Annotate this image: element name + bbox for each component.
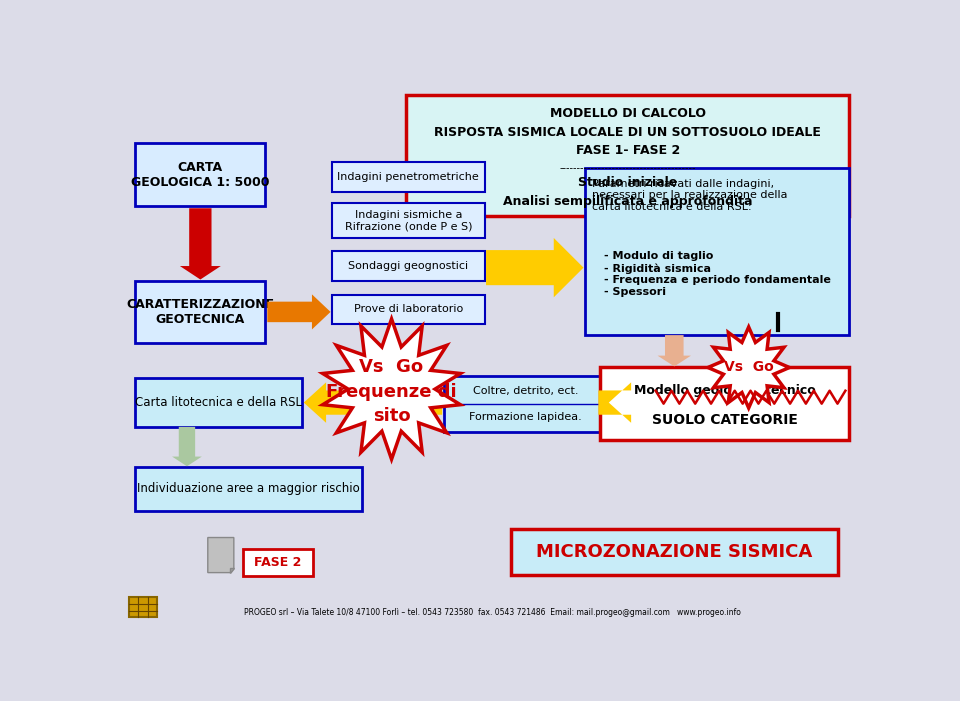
- FancyBboxPatch shape: [129, 597, 157, 618]
- Polygon shape: [323, 319, 461, 459]
- Text: Studio iniziale: Studio iniziale: [578, 177, 678, 189]
- Text: - Modulo di taglio
- Rigidità sismica
- Frequenza e periodo fondamentale
- Spess: - Modulo di taglio - Rigidità sismica - …: [604, 252, 830, 297]
- Text: Vs  Go: Vs Go: [359, 358, 423, 376]
- FancyBboxPatch shape: [332, 163, 485, 192]
- Polygon shape: [180, 208, 221, 280]
- Text: Frequenze di: Frequenze di: [326, 383, 457, 401]
- FancyBboxPatch shape: [332, 294, 485, 325]
- Text: Prove di laboratorio: Prove di laboratorio: [353, 304, 463, 315]
- FancyBboxPatch shape: [444, 376, 608, 433]
- FancyBboxPatch shape: [134, 379, 302, 427]
- Text: sito: sito: [372, 407, 410, 425]
- FancyBboxPatch shape: [134, 144, 265, 205]
- Text: Individuazione aree a maggior rischio: Individuazione aree a maggior rischio: [137, 482, 360, 496]
- Text: SUOLO CATEGORIE: SUOLO CATEGORIE: [652, 413, 798, 427]
- Polygon shape: [267, 294, 330, 329]
- FancyBboxPatch shape: [332, 203, 485, 238]
- Text: FASE 2: FASE 2: [254, 557, 301, 569]
- FancyBboxPatch shape: [406, 95, 849, 217]
- Text: RISPOSTA SISMICA LOCALE DI UN SOTTOSUOLO IDEALE: RISPOSTA SISMICA LOCALE DI UN SOTTOSUOLO…: [434, 126, 821, 139]
- Text: Indagini penetrometriche: Indagini penetrometriche: [337, 172, 479, 182]
- Text: Coltre, detrito, ect.: Coltre, detrito, ect.: [472, 386, 578, 396]
- Text: Modello geologico tecnico: Modello geologico tecnico: [634, 384, 815, 397]
- Polygon shape: [207, 538, 234, 573]
- Text: PROGEO srl – Via Talete 10/8 47100 Forlì – tel. 0543 723580  fax. 0543 721486  E: PROGEO srl – Via Talete 10/8 47100 Forlì…: [244, 608, 740, 618]
- Polygon shape: [658, 335, 691, 367]
- FancyBboxPatch shape: [243, 550, 313, 576]
- Text: MICROZONAZIONE SISMICA: MICROZONAZIONE SISMICA: [536, 543, 812, 562]
- FancyBboxPatch shape: [134, 468, 362, 510]
- Polygon shape: [230, 569, 234, 573]
- Polygon shape: [303, 382, 443, 423]
- Text: Indagini sismiche a
Rifrazione (onde P e S): Indagini sismiche a Rifrazione (onde P e…: [345, 210, 472, 231]
- Text: Vs  Go: Vs Go: [724, 360, 774, 374]
- Text: Formazione lapidea.: Formazione lapidea.: [469, 412, 582, 422]
- Polygon shape: [486, 238, 584, 297]
- FancyBboxPatch shape: [600, 367, 849, 440]
- Text: MODELLO DI CALCOLO: MODELLO DI CALCOLO: [550, 107, 706, 121]
- Text: Analisi sempilificata e approfondita: Analisi sempilificata e approfondita: [503, 195, 753, 207]
- Text: ---------------------------------------: ---------------------------------------: [560, 163, 696, 172]
- Polygon shape: [172, 427, 202, 466]
- FancyBboxPatch shape: [511, 529, 838, 576]
- FancyBboxPatch shape: [332, 252, 485, 281]
- Text: Carta litotecnica e della RSL: Carta litotecnica e della RSL: [135, 396, 302, 409]
- Text: CARTA
GEOLOGICA 1: 5000: CARTA GEOLOGICA 1: 5000: [131, 161, 269, 189]
- Polygon shape: [598, 382, 631, 423]
- Text: FASE 1- FASE 2: FASE 1- FASE 2: [576, 144, 680, 157]
- Polygon shape: [708, 327, 789, 408]
- Text: Sondaggi geognostici: Sondaggi geognostici: [348, 261, 468, 271]
- FancyBboxPatch shape: [585, 168, 849, 335]
- Text: CARATTERIZZAZIONE
GEOTECNICA: CARATTERIZZAZIONE GEOTECNICA: [126, 298, 274, 326]
- FancyBboxPatch shape: [134, 281, 265, 343]
- Text: Parametri ricavati dalle indagini,
necessari per la realizzazione della
carta li: Parametri ricavati dalle indagini, neces…: [592, 179, 788, 212]
